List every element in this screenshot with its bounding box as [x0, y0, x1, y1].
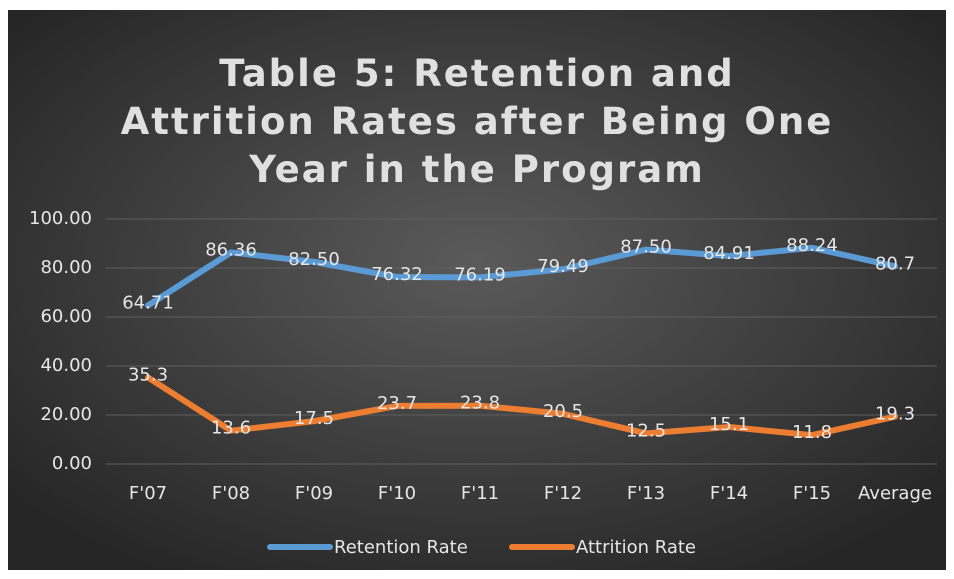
- y-tick-label: 0.00: [52, 453, 92, 474]
- data-label: 23.7: [377, 393, 417, 414]
- data-label: 11.8: [792, 422, 832, 443]
- data-label: 88.24: [786, 235, 838, 256]
- y-tick-label: 60.00: [40, 306, 92, 327]
- chart-background: [8, 10, 946, 570]
- data-label: 76.32: [371, 264, 423, 285]
- data-label: 82.50: [288, 249, 340, 270]
- series-line: [145, 374, 898, 439]
- data-label: 19.3: [875, 404, 915, 425]
- x-tick-label: F'08: [212, 483, 250, 504]
- data-label: 17.5: [294, 408, 334, 429]
- data-label: 76.19: [454, 264, 506, 285]
- x-tick-label: F'13: [627, 483, 665, 504]
- legend-label: Attrition Rate: [576, 537, 696, 558]
- chart-title: Table 5: Retention and Attrition Rates a…: [120, 52, 834, 191]
- data-label: 13.6: [211, 418, 251, 439]
- series-line: [145, 244, 898, 309]
- data-label: 86.36: [205, 239, 257, 260]
- data-label: 15.1: [709, 414, 749, 435]
- y-tick-label: 80.00: [40, 257, 92, 278]
- x-tick-label: F'15: [793, 483, 831, 504]
- data-label: 80.7: [875, 253, 915, 274]
- data-label: 79.49: [537, 256, 589, 277]
- y-tick-label: 20.00: [40, 404, 92, 425]
- data-label: 20.5: [543, 401, 583, 422]
- x-tick-label: F'09: [295, 483, 333, 504]
- data-label: 12.5: [626, 420, 666, 441]
- x-tick-label: F'14: [710, 483, 748, 504]
- data-label: 64.71: [122, 292, 174, 313]
- data-label: 35.3: [128, 365, 168, 386]
- data-label: 23.8: [460, 393, 500, 414]
- y-tick-label: 40.00: [40, 355, 92, 376]
- data-label: 87.50: [620, 237, 672, 258]
- x-tick-label: F'07: [129, 483, 167, 504]
- legend-label: Retention Rate: [334, 537, 468, 558]
- y-tick-label: 100.00: [29, 208, 92, 229]
- x-tick-label: F'10: [378, 483, 416, 504]
- x-tick-label: F'11: [461, 483, 499, 504]
- x-tick-label: Average: [858, 483, 932, 504]
- data-label: 84.91: [703, 243, 755, 264]
- x-tick-label: F'12: [544, 483, 582, 504]
